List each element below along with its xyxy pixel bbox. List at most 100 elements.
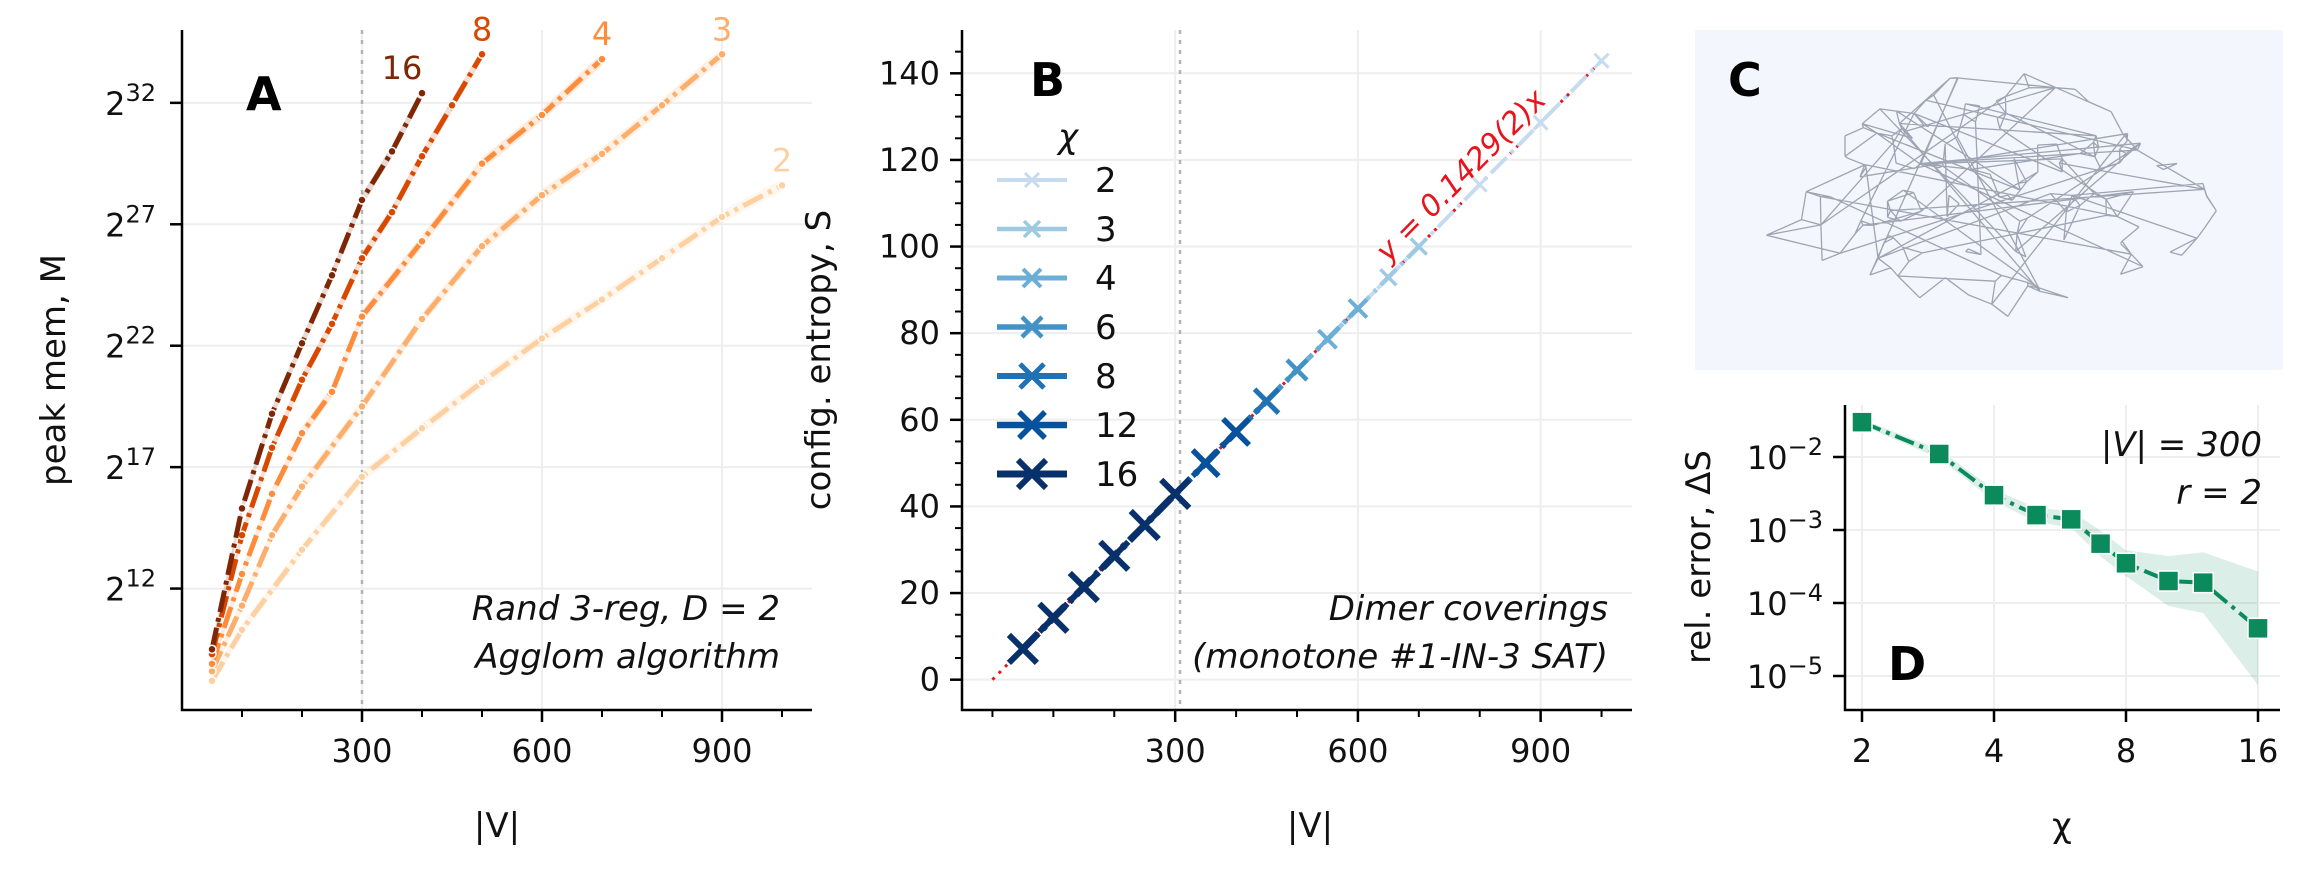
data-marker — [1347, 298, 1369, 319]
y-tick-label: 140 — [879, 54, 940, 92]
panel-letter-a: A — [246, 67, 282, 121]
y-tick-label: 10−5 — [1747, 652, 1823, 696]
data-point — [237, 503, 247, 514]
series-band-4 — [212, 53, 602, 670]
data-point — [417, 314, 427, 324]
data-point — [237, 625, 247, 635]
data-marker — [1928, 443, 1950, 465]
legend-marker — [1017, 410, 1047, 440]
data-marker — [1409, 237, 1429, 256]
data-point — [357, 253, 367, 264]
data-point — [657, 100, 667, 111]
series-label-3: 3 — [712, 10, 732, 48]
legend: χ 2 3 4 6 8 12 16 — [997, 117, 1138, 495]
data-point — [357, 472, 367, 482]
data-marker — [1006, 632, 1040, 666]
data-point — [537, 110, 547, 120]
data-point — [327, 270, 337, 281]
data-marker — [2089, 532, 2112, 555]
data-marker — [1532, 114, 1549, 131]
legend-marker — [1020, 315, 1044, 339]
data-marker — [1851, 411, 1873, 433]
panel-letter-d: D — [1888, 637, 1926, 691]
annotation-b-line2: (monotone #1-IN-3 SAT) — [1192, 637, 1608, 677]
data-point — [417, 88, 427, 98]
data-marker — [2115, 552, 2137, 575]
data-point — [477, 158, 487, 169]
y-label-b: config. entropy, S — [799, 210, 839, 510]
data-point — [207, 676, 217, 686]
x-tick-label: 600 — [1327, 732, 1388, 770]
legend-marker — [1022, 219, 1042, 239]
y-tick-label: 60 — [899, 401, 940, 439]
series-line-4 — [209, 57, 604, 665]
x-tick-label: 8 — [2116, 732, 2136, 770]
x-tick-label: 300 — [1145, 732, 1206, 770]
x-label-d: χ — [2052, 806, 2072, 846]
panel-letter-c: C — [1728, 53, 1762, 107]
data-point — [357, 311, 367, 322]
series-line — [1861, 420, 2260, 630]
data-point — [297, 544, 307, 555]
y-tick-label: 212 — [105, 565, 156, 609]
series-line-8 — [209, 53, 485, 655]
y-tick-label: 120 — [879, 141, 940, 179]
legend-label-chi-16: 16 — [1095, 455, 1138, 495]
data-marker — [1221, 416, 1252, 447]
y-tick-label: 40 — [899, 487, 940, 525]
data-marker — [1098, 539, 1131, 572]
panel-letter-b: B — [1030, 53, 1065, 107]
data-marker — [2247, 617, 2269, 640]
data-point — [417, 151, 427, 162]
y-tick-label: 10−4 — [1747, 579, 1823, 623]
series-band-3 — [212, 48, 722, 678]
data-point — [597, 294, 607, 305]
data-point — [657, 253, 667, 264]
data-point — [207, 644, 217, 655]
data-point — [597, 149, 607, 159]
data-marker — [1593, 52, 1610, 69]
x-tick-label: 300 — [331, 732, 392, 770]
data-marker — [1471, 176, 1488, 193]
data-marker — [1128, 508, 1161, 542]
legend-label-chi-4: 4 — [1095, 259, 1117, 299]
x-tick-label: 900 — [1510, 732, 1571, 770]
legend-label-chi-2: 2 — [1095, 161, 1117, 201]
data-marker — [1252, 387, 1281, 415]
data-marker — [1037, 601, 1070, 634]
data-point — [297, 338, 307, 349]
y-tick-label: 10−3 — [1747, 506, 1823, 550]
data-point — [357, 195, 367, 205]
data-marker — [2192, 571, 2214, 594]
y-tick-label: 222 — [105, 322, 156, 366]
series-line-16 — [209, 91, 425, 650]
annotation-a-line1: Rand 3-reg, D = 2 — [472, 589, 780, 629]
data-marker — [1067, 570, 1100, 604]
series-label-2: 2 — [772, 141, 792, 179]
data-point — [327, 387, 337, 397]
series-line-3 — [209, 52, 724, 673]
data-point — [597, 54, 607, 64]
data-point — [267, 442, 277, 453]
legend-marker — [1018, 362, 1046, 390]
data-point — [477, 377, 487, 387]
data-point — [387, 146, 397, 157]
legend-label-chi-6: 6 — [1095, 308, 1117, 348]
graph-background — [1695, 30, 2283, 370]
legend-marker — [1023, 171, 1041, 189]
data-point — [537, 190, 547, 200]
legend-label-chi-8: 8 — [1095, 357, 1117, 397]
axis-frame-b — [960, 30, 1632, 712]
x-label-a: |V| — [474, 806, 520, 846]
data-point — [297, 428, 307, 438]
x-tick-label: 2 — [1852, 732, 1872, 770]
data-marker — [1190, 448, 1221, 479]
legend-title: χ — [1056, 117, 1080, 157]
data-point — [297, 481, 307, 492]
y-tick-label: 100 — [879, 228, 940, 266]
data-marker — [1285, 358, 1309, 382]
y-tick-label: 0 — [920, 661, 940, 699]
data-point — [357, 401, 367, 412]
